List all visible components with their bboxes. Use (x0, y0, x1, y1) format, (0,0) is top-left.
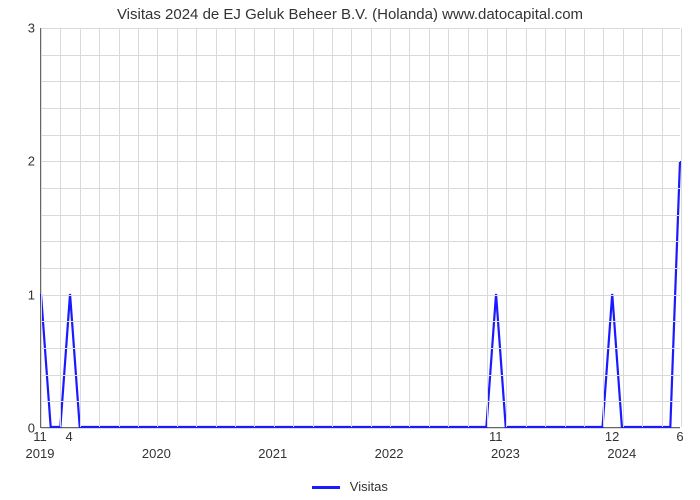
y-tick-label: 0 (5, 421, 35, 436)
plot-area (40, 28, 680, 428)
x-tick-label: 2024 (607, 446, 636, 461)
gridline-v (506, 28, 507, 427)
gridline-v (487, 28, 488, 427)
y-tick-label: 2 (5, 154, 35, 169)
gridline-v (662, 28, 663, 427)
point-label: 11 (33, 429, 47, 444)
gridline-v (313, 28, 314, 427)
gridline-v (138, 28, 139, 427)
point-label: 6 (676, 429, 683, 444)
chart-title: Visitas 2024 de EJ Geluk Beheer B.V. (Ho… (0, 6, 700, 23)
x-tick-label: 2022 (375, 446, 404, 461)
gridline-v (526, 28, 527, 427)
gridline-v (177, 28, 178, 427)
gridline-v (545, 28, 546, 427)
gridline-v (332, 28, 333, 427)
legend: Visitas (0, 479, 700, 494)
gridline-v (293, 28, 294, 427)
gridline-v (60, 28, 61, 427)
gridline-v (274, 28, 275, 427)
gridline-h (41, 428, 680, 429)
gridline-v (448, 28, 449, 427)
gridline-v (642, 28, 643, 427)
gridline-v (468, 28, 469, 427)
gridline-v (371, 28, 372, 427)
gridline-v (157, 28, 158, 427)
gridline-v (196, 28, 197, 427)
gridline-v (80, 28, 81, 427)
y-tick-label: 1 (5, 287, 35, 302)
point-label: 4 (65, 429, 72, 444)
gridline-v (565, 28, 566, 427)
x-tick-label: 2020 (142, 446, 171, 461)
legend-label: Visitas (350, 479, 388, 494)
legend-swatch (312, 486, 340, 489)
gridline-v (429, 28, 430, 427)
gridline-v (623, 28, 624, 427)
y-tick-label: 3 (5, 21, 35, 36)
gridline-v (584, 28, 585, 427)
point-label: 11 (489, 429, 503, 444)
gridline-v (119, 28, 120, 427)
x-tick-label: 2021 (258, 446, 287, 461)
gridline-v (603, 28, 604, 427)
x-tick-label: 2023 (491, 446, 520, 461)
gridline-v (681, 28, 682, 427)
gridline-v (235, 28, 236, 427)
gridline-v (390, 28, 391, 427)
gridline-v (351, 28, 352, 427)
gridline-v (216, 28, 217, 427)
visits-chart: Visitas 2024 de EJ Geluk Beheer B.V. (Ho… (0, 0, 700, 500)
point-label: 12 (605, 429, 619, 444)
gridline-v (409, 28, 410, 427)
x-tick-label: 2019 (26, 446, 55, 461)
gridline-v (41, 28, 42, 427)
gridline-v (99, 28, 100, 427)
gridline-v (254, 28, 255, 427)
